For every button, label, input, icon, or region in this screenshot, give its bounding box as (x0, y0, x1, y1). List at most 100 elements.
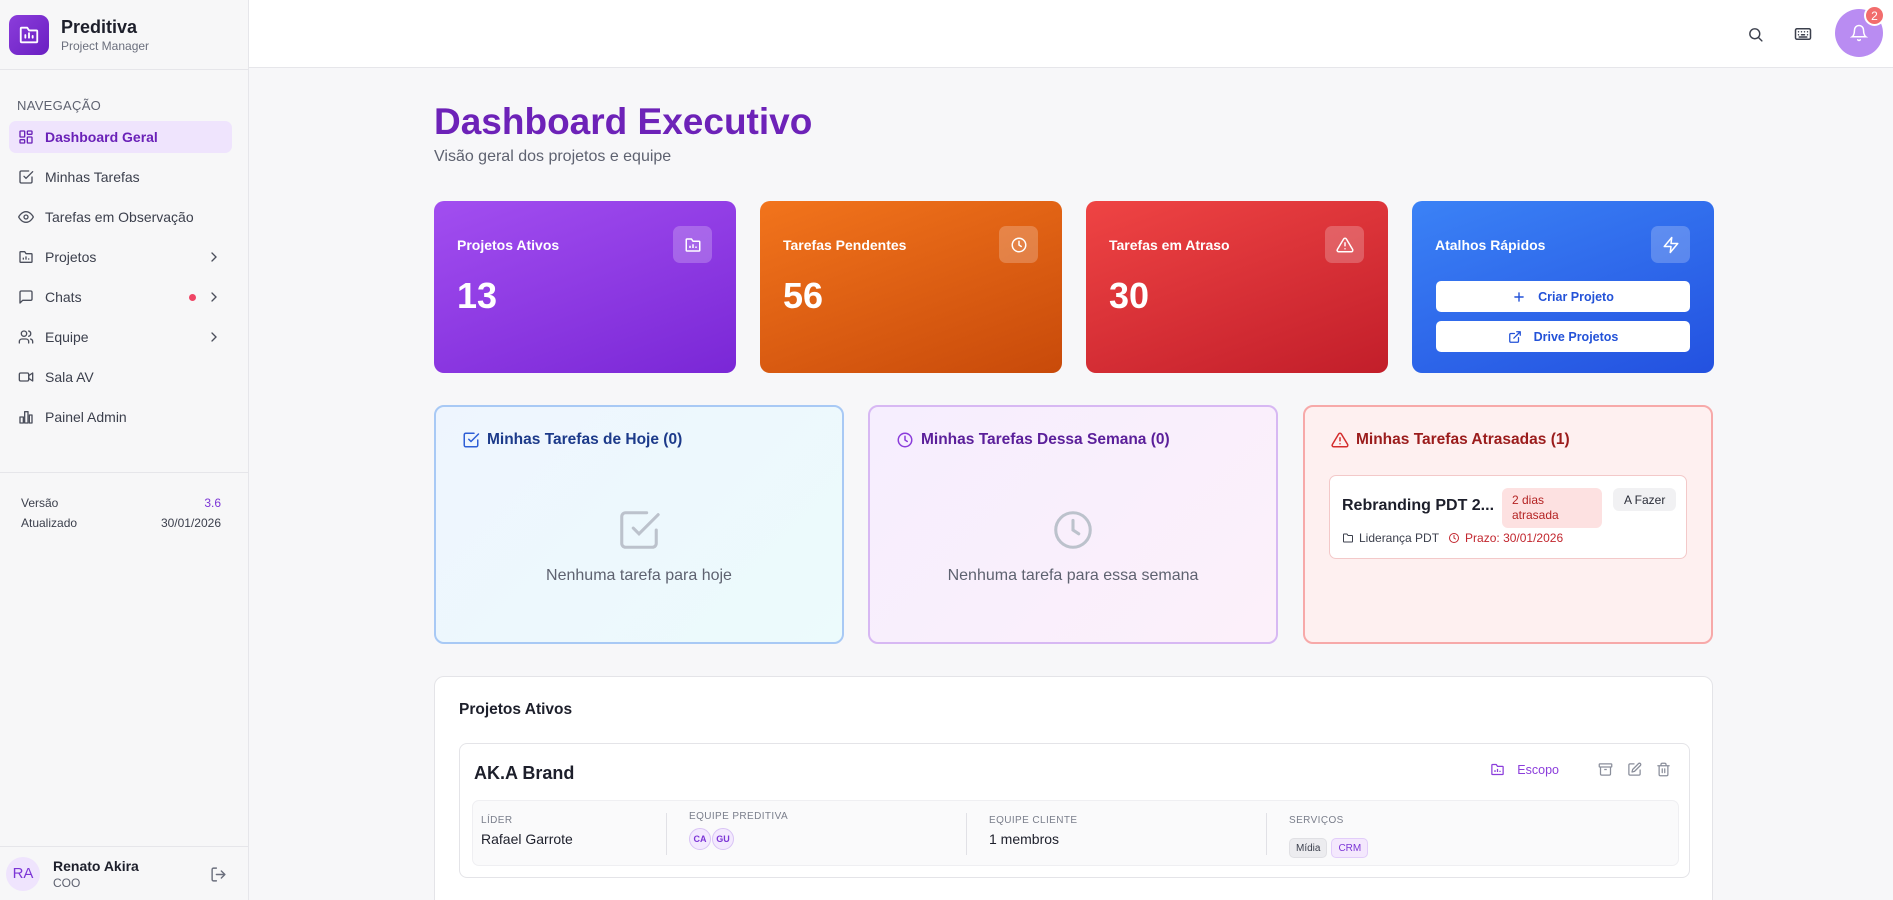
leader-name: Rafael Garrote (481, 831, 573, 847)
sidebar-item-chats[interactable]: Chats (9, 281, 232, 313)
leader-label: LÍDER (481, 815, 513, 826)
user-role: COO (53, 875, 81, 890)
logout-icon[interactable] (210, 866, 227, 888)
version-label: Versão (21, 496, 59, 510)
sidebar-nav: Dashboard Geral Minhas Tarefas Tarefas e… (9, 121, 232, 441)
updated-value: 30/01/2026 (160, 516, 221, 530)
nav-section-label: NAVEGAÇÃO (17, 98, 102, 113)
chevron-right-icon (206, 289, 222, 308)
notification-count-badge: 2 (1864, 5, 1885, 26)
updated-label: Atualizado (21, 516, 78, 530)
sidebar-item-label: Tarefas em Observação (45, 209, 194, 225)
stat-card-overdue-tasks[interactable]: Tarefas em Atraso 30 (1086, 201, 1388, 373)
sidebar-item-my-tasks[interactable]: Minhas Tarefas (9, 161, 232, 193)
sidebar-item-team[interactable]: Equipe (9, 321, 232, 353)
page-subtitle: Visão geral dos projetos e equipe (434, 148, 672, 165)
user-profile[interactable]: RA Renato Akira COO (0, 846, 249, 900)
sidebar: Preditiva Project Manager NAVEGAÇÃO Dash… (0, 0, 249, 900)
today-tasks-header: Minhas Tarefas de Hoje (0) (462, 431, 682, 449)
sidebar-item-label: Equipe (45, 329, 89, 345)
brand-logo-icon (9, 14, 49, 55)
project-info: LÍDER Rafael Garrote EQUIPE PREDITIVA CA… (472, 800, 1679, 866)
scope-button[interactable]: Escopo (1490, 762, 1559, 777)
project-card[interactable]: AK.A Brand Escopo LÍDER Rafael Garrote E… (459, 743, 1690, 878)
layout-grid-icon (17, 128, 35, 146)
stat-value: 56 (783, 275, 824, 316)
week-tasks-title: Minhas Tarefas Dessa Semana (0) (921, 431, 1170, 448)
team-member-avatar[interactable]: CA (689, 828, 711, 850)
plus-icon (1512, 290, 1526, 304)
task-project: Liderança PDT (1359, 531, 1440, 545)
edit-icon[interactable] (1627, 762, 1642, 777)
sidebar-item-label: Chats (45, 289, 82, 305)
archive-icon[interactable] (1598, 762, 1613, 777)
topbar: 2 (249, 0, 1893, 68)
sidebar-item-label: Minhas Tarefas (45, 169, 140, 185)
sidebar-item-label: Projetos (45, 249, 97, 265)
sidebar-item-dashboard[interactable]: Dashboard Geral (9, 121, 232, 153)
avatar: RA (6, 856, 40, 891)
keyboard-icon[interactable] (1791, 22, 1815, 46)
late-tasks-card: Minhas Tarefas Atrasadas (1) Rebranding … (1303, 405, 1713, 644)
week-tasks-header: Minhas Tarefas Dessa Semana (0) (896, 431, 1170, 449)
team-label: EQUIPE PREDITIVA (689, 811, 789, 822)
folder-chart-icon (17, 248, 35, 266)
users-icon (17, 328, 35, 346)
sidebar-item-label: Dashboard Geral (45, 129, 158, 145)
project-name: AK.A Brand (474, 763, 575, 783)
version-info: Versão 3.6 Atualizado 30/01/2026 (0, 472, 249, 533)
stat-label: Projetos Ativos (457, 237, 560, 253)
sidebar-item-watched-tasks[interactable]: Tarefas em Observação (9, 201, 232, 233)
notifications-button[interactable]: 2 (1835, 5, 1885, 57)
create-project-button[interactable]: Criar Projeto (1436, 281, 1690, 312)
check-square-icon (462, 431, 480, 449)
brand-subtitle: Project Manager (61, 38, 150, 53)
active-projects-title: Projetos Ativos (459, 701, 573, 718)
divider (1266, 813, 1267, 855)
stat-card-pending-tasks[interactable]: Tarefas Pendentes 56 (760, 201, 1062, 373)
today-tasks-title: Minhas Tarefas de Hoje (0) (487, 431, 683, 448)
week-tasks-empty: Nenhuma tarefa para essa semana (947, 567, 1199, 584)
service-tag: Mídia (1289, 838, 1328, 858)
week-tasks-card: Minhas Tarefas Dessa Semana (0) Nenhuma … (868, 405, 1278, 644)
divider (966, 813, 967, 855)
stat-value: 13 (457, 275, 498, 316)
quick-actions-card: Atalhos Rápidos Criar Projeto Drive Proj… (1412, 201, 1714, 373)
service-tag: CRM (1331, 838, 1369, 858)
bar-chart-icon (17, 408, 35, 426)
task-due-date: Prazo: 30/01/2026 (1465, 531, 1564, 545)
sidebar-item-admin[interactable]: Painel Admin (9, 401, 232, 433)
services-label: SERVIÇOS (1289, 815, 1344, 826)
services-column: SERVIÇOS Mídia CRM (1289, 801, 1372, 867)
folder-chart-icon (1490, 762, 1505, 777)
external-link-icon (1508, 330, 1522, 344)
clock-icon (1050, 507, 1096, 558)
video-icon (17, 368, 35, 386)
brand-title: Preditiva (61, 16, 138, 37)
chevron-right-icon (206, 329, 222, 348)
task-name: Rebranding PDT 2... (1342, 497, 1495, 514)
clock-icon (999, 226, 1038, 263)
drive-projects-button[interactable]: Drive Projetos (1436, 321, 1690, 352)
late-task-item[interactable]: Rebranding PDT 2... 2 dias atrasada A Fa… (1329, 475, 1687, 559)
drive-projects-label: Drive Projetos (1533, 329, 1619, 344)
search-icon[interactable] (1743, 22, 1767, 46)
folder-icon (1342, 532, 1354, 544)
brand[interactable]: Preditiva Project Manager (0, 0, 248, 70)
check-square-icon (616, 507, 662, 558)
unread-dot (189, 294, 196, 301)
client-team-label: EQUIPE CLIENTE (989, 815, 1078, 826)
today-tasks-card: Minhas Tarefas de Hoje (0) Nenhuma taref… (434, 405, 844, 644)
sidebar-item-projects[interactable]: Projetos (9, 241, 232, 273)
client-team-column: EQUIPE CLIENTE 1 membros (989, 801, 1077, 867)
check-square-icon (17, 168, 35, 186)
team-member-avatar[interactable]: GU (712, 828, 734, 850)
scope-label: Escopo (1517, 762, 1559, 777)
create-project-label: Criar Projeto (1538, 289, 1614, 304)
sidebar-item-label: Painel Admin (45, 409, 127, 425)
version-value: 3.6 (204, 496, 221, 510)
late-tasks-header: Minhas Tarefas Atrasadas (1) (1331, 431, 1570, 449)
trash-icon[interactable] (1656, 762, 1671, 777)
sidebar-item-av-room[interactable]: Sala AV (9, 361, 232, 393)
stat-card-active-projects[interactable]: Projetos Ativos 13 (434, 201, 736, 373)
